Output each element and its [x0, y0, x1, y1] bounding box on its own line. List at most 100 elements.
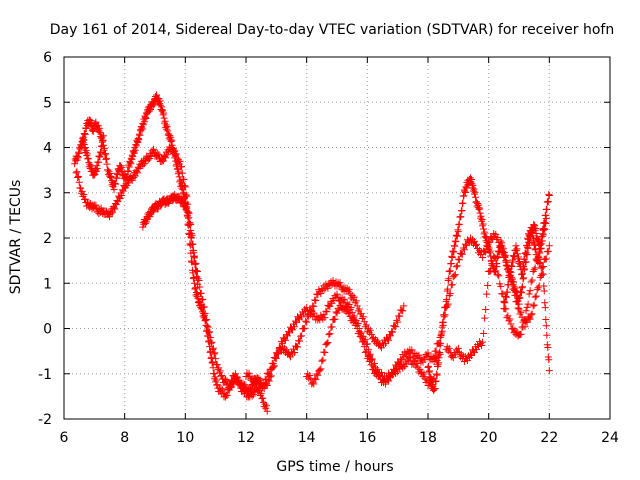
data-point-marker — [265, 377, 273, 385]
data-point-marker — [92, 201, 100, 209]
data-point-marker — [215, 364, 223, 372]
data-point-marker — [458, 207, 466, 215]
data-point-marker — [533, 286, 541, 294]
data-point-marker — [208, 338, 216, 346]
data-point-marker — [436, 348, 444, 356]
data-point-marker — [501, 299, 509, 307]
data-point-marker — [528, 310, 536, 318]
data-point-marker — [310, 302, 318, 310]
data-point-marker — [495, 239, 503, 247]
data-point-marker — [435, 350, 443, 358]
series-track-i — [430, 230, 553, 362]
data-point-marker — [434, 363, 442, 371]
data-point-marker — [75, 178, 83, 186]
data-point-marker — [477, 214, 485, 222]
data-point-marker — [222, 375, 230, 383]
data-point-marker — [503, 258, 511, 266]
data-point-marker — [520, 263, 528, 271]
data-point-marker — [431, 385, 439, 393]
data-point-marker — [257, 390, 265, 398]
data-point-marker — [539, 230, 547, 238]
data-point-marker — [81, 144, 89, 151]
data-point-marker — [532, 224, 540, 232]
data-point-marker — [528, 227, 536, 235]
data-point-marker — [142, 218, 150, 226]
data-point-marker — [190, 279, 198, 287]
data-point-marker — [530, 235, 538, 243]
data-point-marker — [424, 349, 432, 357]
data-point-marker — [95, 124, 103, 132]
y-tick-label: 5 — [43, 95, 52, 111]
data-point-marker — [459, 199, 467, 207]
data-point-marker — [450, 272, 458, 280]
data-point-marker — [479, 253, 487, 261]
data-point-marker — [336, 279, 344, 287]
data-point-marker — [430, 386, 438, 394]
data-point-marker — [178, 169, 186, 177]
x-tick-label: 12 — [237, 430, 255, 446]
data-point-marker — [529, 267, 537, 275]
data-point-marker — [486, 238, 494, 246]
data-point-marker — [523, 303, 531, 311]
data-point-marker — [542, 211, 550, 219]
data-point-marker — [437, 332, 445, 340]
data-point-marker — [326, 330, 334, 338]
data-point-marker — [355, 305, 363, 313]
data-point-marker — [455, 220, 463, 228]
data-point-marker — [234, 377, 242, 385]
data-point-marker — [500, 305, 508, 313]
x-tick-label: 16 — [358, 430, 376, 446]
data-point-marker — [81, 130, 89, 138]
data-point-marker — [231, 370, 239, 378]
data-point-marker — [149, 207, 157, 215]
data-point-marker — [173, 154, 181, 162]
data-point-marker — [82, 147, 90, 155]
data-point-marker — [141, 113, 149, 121]
data-point-marker — [478, 342, 486, 350]
data-point-marker — [532, 229, 540, 237]
data-point-marker — [479, 338, 487, 346]
data-point-marker — [197, 289, 205, 297]
data-point-marker — [476, 209, 484, 217]
data-point-marker — [512, 247, 520, 255]
data-point-marker — [537, 264, 545, 272]
data-point-marker — [154, 205, 162, 213]
data-point-marker — [466, 174, 474, 182]
data-point-marker — [513, 245, 521, 253]
data-point-marker — [190, 253, 198, 261]
data-point-marker — [181, 201, 189, 209]
y-tick-label: 1 — [43, 276, 52, 292]
data-point-marker — [453, 262, 461, 270]
data-point-marker — [296, 337, 304, 345]
data-point-marker — [292, 317, 300, 325]
data-point-marker — [213, 381, 221, 389]
data-point-marker — [507, 320, 515, 328]
data-point-marker — [518, 284, 526, 292]
data-point-marker — [384, 376, 392, 384]
data-point-marker — [481, 314, 489, 322]
data-point-marker — [497, 282, 505, 290]
chart-title: Day 161 of 2014, Sidereal Day-to-day VTE… — [50, 22, 614, 38]
data-point-marker — [500, 297, 508, 305]
data-point-marker — [134, 139, 142, 147]
data-point-marker — [135, 136, 143, 144]
data-point-marker — [455, 256, 463, 264]
data-point-marker — [209, 344, 217, 352]
data-point-marker — [498, 249, 506, 257]
data-point-marker — [471, 190, 479, 198]
data-point-marker — [522, 307, 530, 315]
data-point-marker — [542, 255, 550, 263]
data-point-marker — [367, 361, 375, 369]
data-point-marker — [447, 259, 455, 267]
data-point-marker — [97, 148, 105, 156]
x-tick-label: 14 — [298, 430, 316, 446]
data-point-marker — [473, 240, 481, 248]
data-point-marker — [389, 328, 397, 336]
data-point-marker — [164, 127, 172, 135]
data-point-marker — [181, 182, 189, 190]
data-point-marker — [399, 307, 407, 315]
data-point-marker — [444, 285, 452, 293]
data-point-marker — [495, 272, 503, 280]
data-point-marker — [74, 153, 82, 161]
data-point-marker — [118, 191, 126, 199]
